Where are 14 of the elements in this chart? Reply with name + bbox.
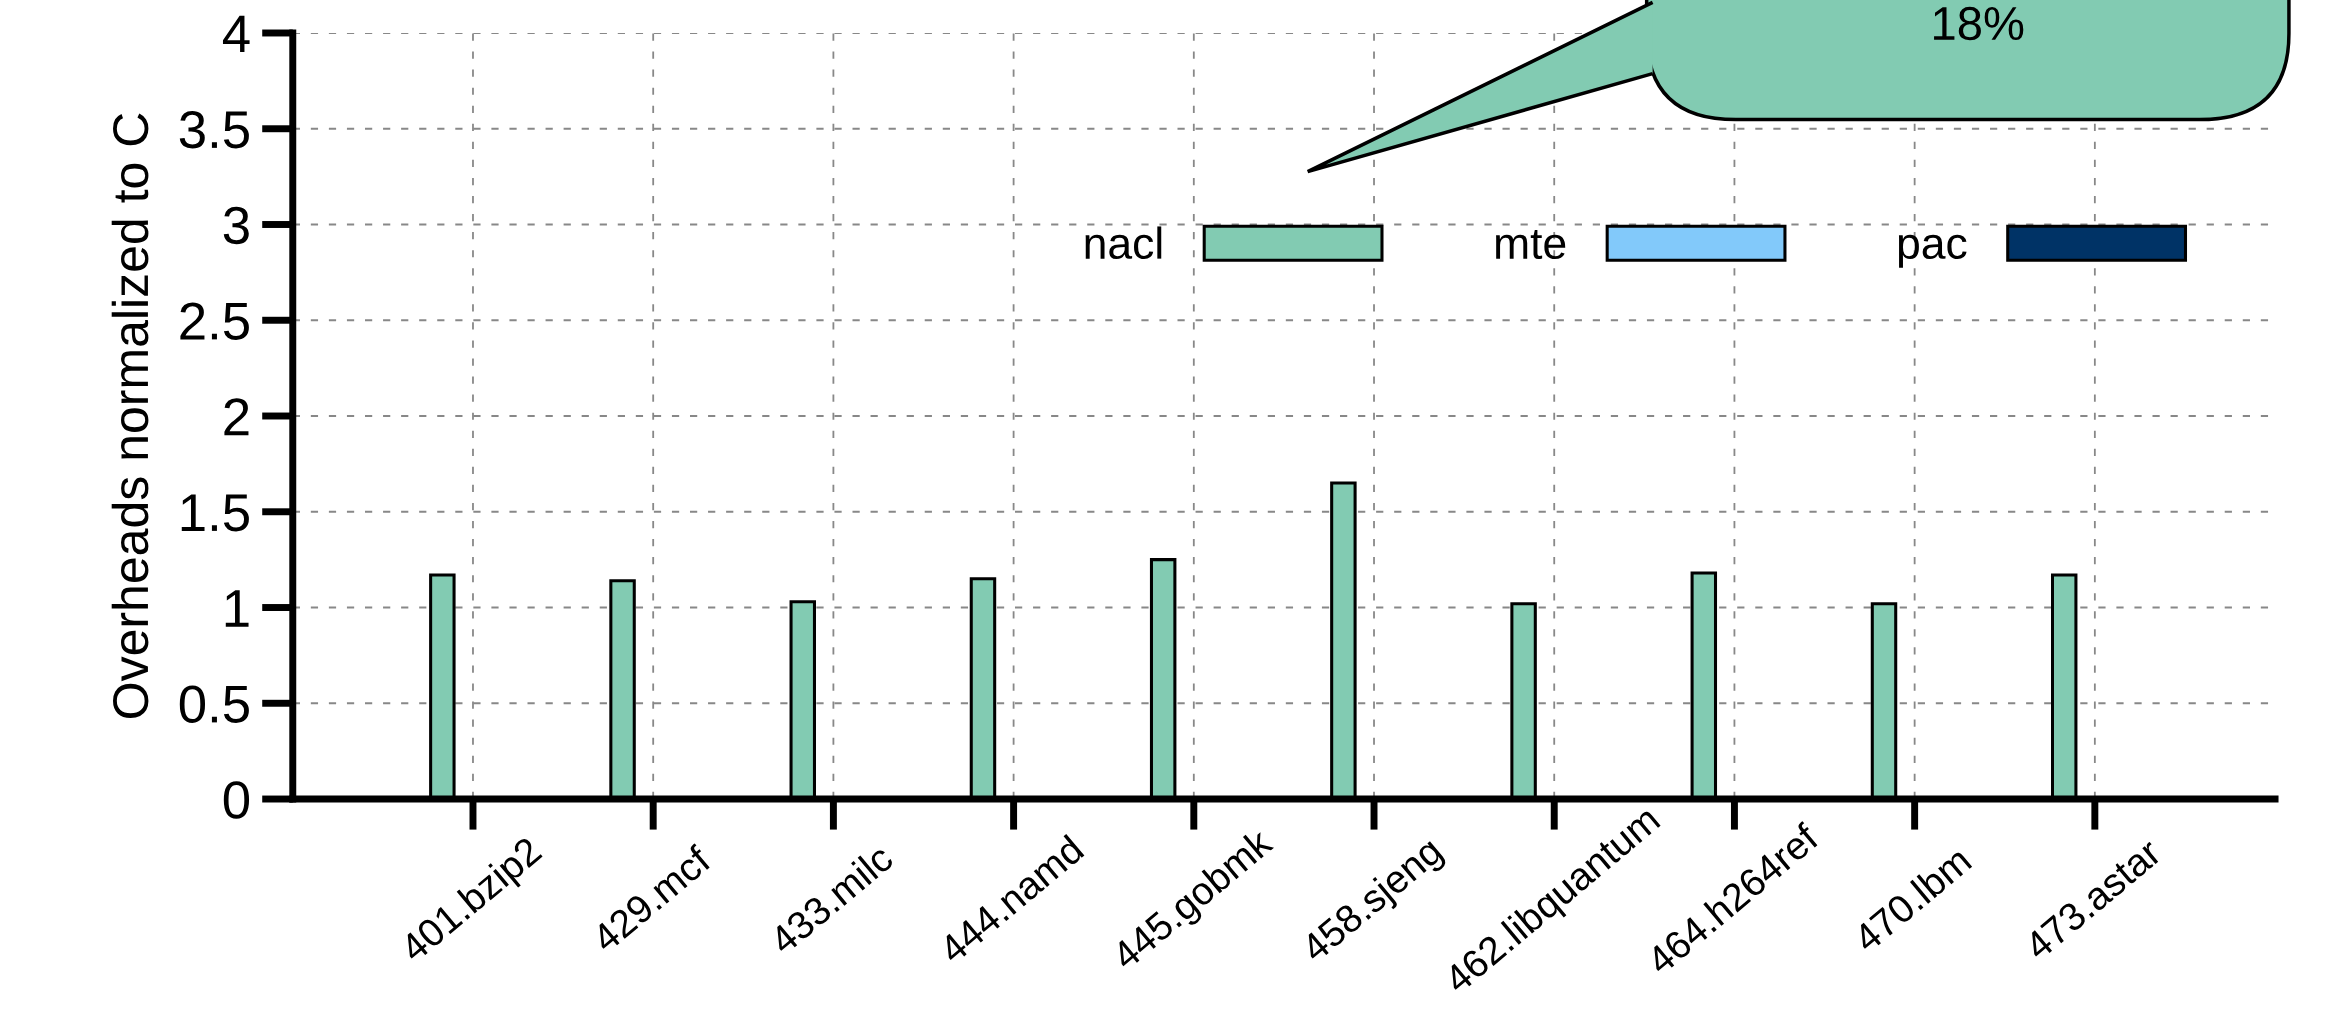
- y-tick-label: 3: [223, 206, 249, 245]
- y-tick-label: 2.5: [180, 302, 249, 340]
- y-tick-label: 4: [222, 15, 250, 53]
- y-tick-label: 3.5: [179, 111, 249, 149]
- legend-label: nacl: [1085, 226, 1162, 260]
- y-tick-label: 1: [225, 590, 249, 627]
- y-tick-label: 2: [224, 398, 249, 436]
- y-tick-label: 0.5: [179, 685, 249, 723]
- legend-label: pac: [1898, 234, 1967, 268]
- y-axis-title: Overheads normalized to C: [111, 113, 149, 718]
- annotation: 18%: [1934, 6, 2024, 41]
- y-tick-label: 1.5: [181, 494, 249, 532]
- y-tick-label: 0: [223, 781, 250, 819]
- legend-label: mte: [1496, 229, 1566, 260]
